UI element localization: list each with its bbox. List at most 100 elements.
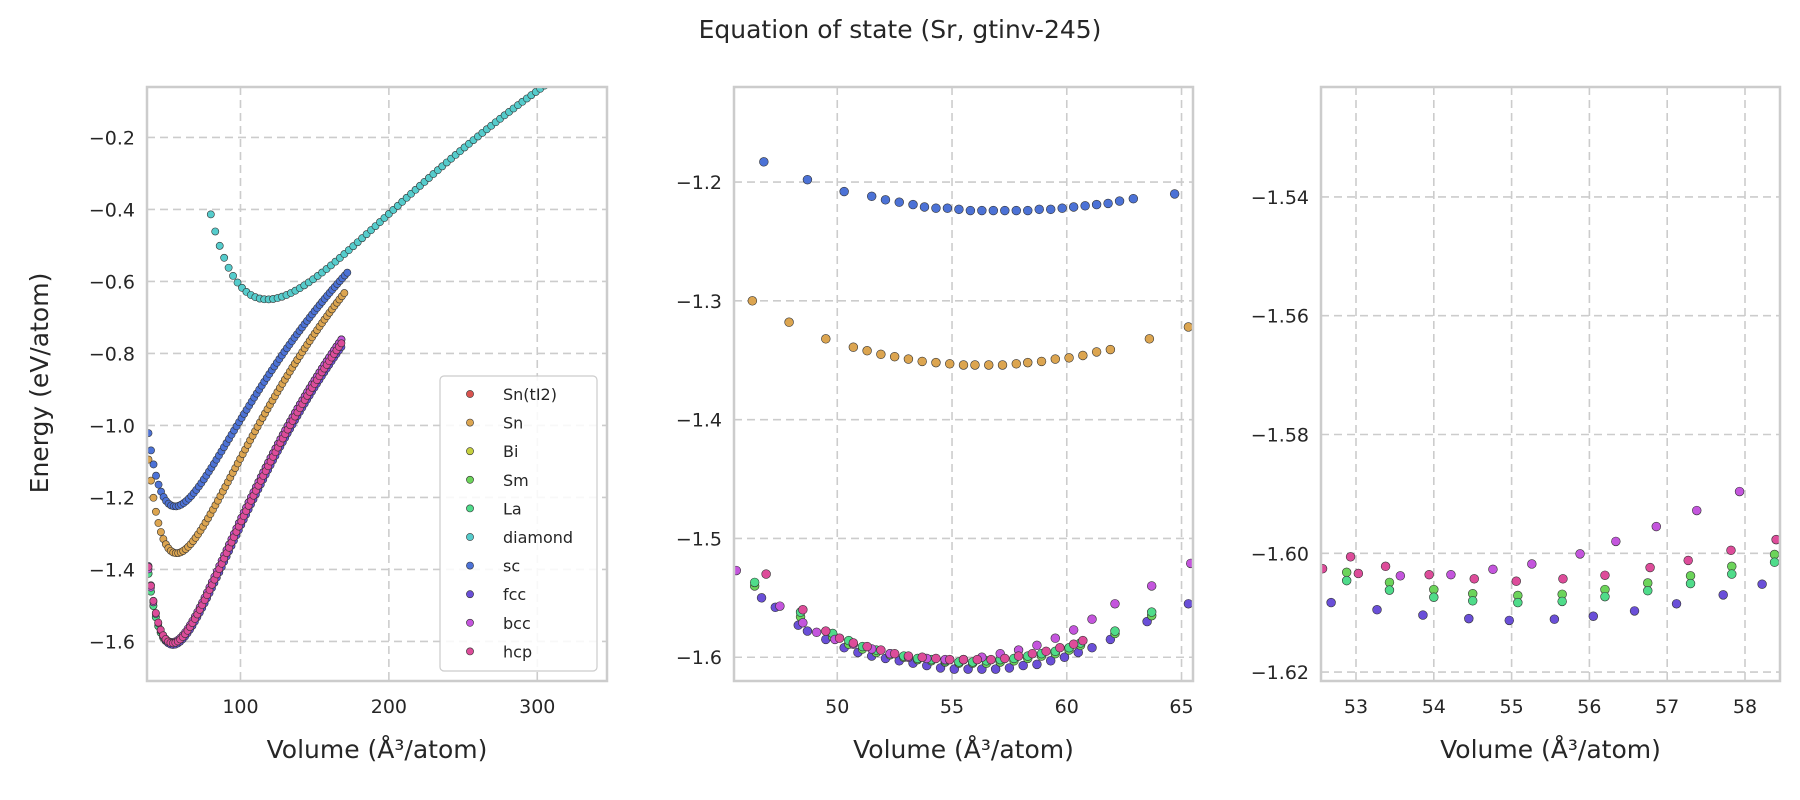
series-hcp	[147, 339, 346, 648]
data-point	[147, 455, 153, 464]
data-point	[1643, 586, 1653, 596]
data-point	[554, 73, 561, 80]
x-tick-label: 58	[1733, 696, 1757, 718]
data-point	[1000, 653, 1010, 664]
legend-label: Sn	[503, 414, 523, 433]
legend: Sn(tI2) Sn Bi Sm La diamond sc fcc bcc hcp	[439, 375, 598, 672]
data-point	[233, 278, 242, 287]
data-point	[1326, 597, 1336, 608]
legend-marker	[466, 390, 474, 398]
data-point	[1110, 626, 1120, 636]
data-point	[1341, 575, 1352, 586]
data-point	[1169, 189, 1180, 199]
data-point	[1671, 599, 1682, 609]
data-point	[945, 654, 955, 665]
data-point	[802, 626, 813, 636]
y-tick-label: −1.2	[676, 172, 722, 194]
data-point	[1183, 322, 1193, 332]
series-hcp	[1321, 534, 1780, 586]
data-point	[1651, 521, 1662, 532]
data-point	[211, 227, 220, 236]
data-point	[1685, 578, 1696, 589]
legend-marker	[466, 475, 474, 484]
legend-label: Sm	[503, 471, 529, 490]
data-point	[889, 648, 900, 659]
figure-title: Equation of state (Sr, gtinv-245)	[699, 15, 1102, 44]
data-point	[1757, 579, 1767, 589]
y-tick-label: −1.6	[676, 647, 722, 669]
data-point	[340, 289, 349, 297]
data-point	[1041, 646, 1051, 656]
y-axis-label: Energy (eV/atom)	[25, 273, 54, 494]
data-point	[1023, 205, 1033, 216]
x-tick-label: 57	[1655, 696, 1679, 718]
legend-marker	[466, 447, 474, 456]
y-tick-label: −0.8	[89, 343, 135, 365]
data-point	[1032, 659, 1042, 670]
x-tick-label: 60	[1055, 696, 1079, 718]
data-point	[942, 203, 953, 213]
y-tick-label: −0.2	[89, 127, 135, 149]
y-tick-label: −1.56	[1251, 306, 1309, 328]
data-point	[337, 339, 346, 348]
data-point	[1418, 610, 1428, 620]
data-point	[880, 195, 891, 205]
data-point	[834, 633, 845, 643]
data-point	[154, 618, 163, 627]
legend-label: La	[503, 499, 522, 518]
data-point	[802, 174, 813, 185]
data-point	[984, 360, 994, 370]
legend-box	[439, 375, 598, 672]
data-point	[1727, 569, 1737, 579]
data-point	[1468, 596, 1478, 606]
data-point	[1046, 204, 1056, 215]
x-tick-label: 56	[1577, 696, 1601, 718]
y-tick-label: −1.4	[89, 559, 135, 581]
data-point	[1032, 640, 1042, 651]
data-point	[1424, 569, 1434, 580]
data-point	[568, 63, 575, 70]
legend-label: sc	[503, 557, 520, 576]
subplot-1: 100 200 300 −1.6 −1.4 −1.2 −1.0 −0.8 −0.6 −0.4 −0.…	[89, 40, 610, 764]
data-point	[1600, 570, 1610, 580]
y-tick-label: −0.4	[89, 199, 135, 221]
data-point	[1057, 203, 1067, 213]
data-point	[1464, 613, 1474, 624]
data-point	[1588, 611, 1598, 621]
x-axis-label: Volume (Å³/atom)	[1440, 735, 1661, 764]
data-point	[866, 191, 877, 201]
data-point	[1341, 567, 1352, 577]
data-point	[1114, 196, 1125, 206]
data-point	[1078, 350, 1088, 361]
data-point	[590, 49, 597, 56]
y-tick-label: −1.2	[89, 487, 135, 509]
x-tick-label: 53	[1344, 696, 1368, 718]
data-point	[577, 57, 584, 64]
series-hcp	[761, 569, 1088, 665]
axes-frame	[1319, 85, 1782, 683]
data-point	[1395, 571, 1406, 581]
data-point	[149, 460, 158, 469]
data-point	[1034, 204, 1044, 215]
legend-label: fcc	[503, 585, 526, 604]
data-point	[1078, 635, 1088, 646]
data-point	[594, 46, 601, 53]
x-tick-label: 200	[371, 696, 407, 718]
series-sn	[147, 289, 349, 558]
data-point	[151, 609, 160, 617]
data-point	[747, 296, 758, 306]
data-point	[1513, 597, 1523, 608]
data-point	[990, 664, 1001, 674]
data-point	[1144, 334, 1155, 344]
legend-label: bcc	[503, 614, 531, 633]
data-point	[821, 334, 831, 344]
data-point	[1692, 505, 1702, 516]
x-tick-label: 54	[1422, 696, 1446, 718]
data-point	[986, 654, 996, 665]
data-point	[603, 40, 610, 47]
data-point	[215, 241, 224, 250]
data-point	[903, 354, 914, 364]
data-point	[1064, 353, 1074, 363]
data-point	[1557, 596, 1567, 607]
data-point	[1345, 552, 1356, 562]
